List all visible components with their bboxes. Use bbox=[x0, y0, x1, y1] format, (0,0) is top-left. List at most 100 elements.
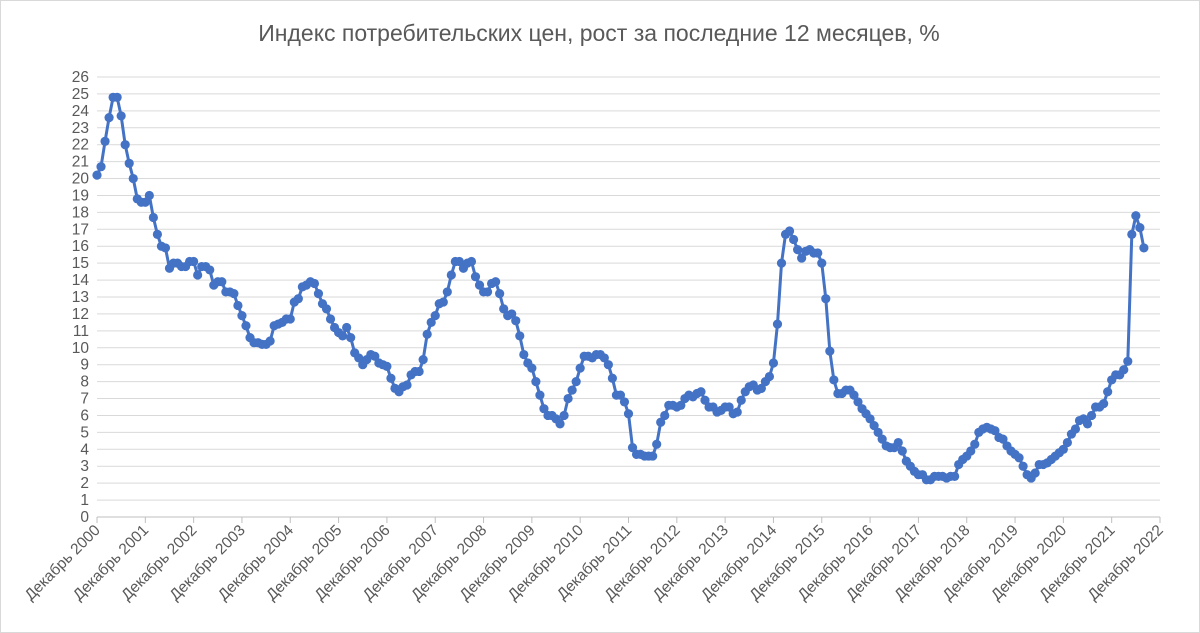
data-point bbox=[237, 311, 247, 321]
data-point bbox=[599, 353, 609, 363]
data-point bbox=[966, 446, 976, 456]
y-tick-label: 8 bbox=[80, 374, 89, 391]
data-point bbox=[1139, 243, 1149, 253]
data-point bbox=[821, 294, 831, 304]
data-point bbox=[793, 245, 803, 255]
y-tick-label: 12 bbox=[72, 306, 89, 323]
data-point bbox=[1058, 444, 1068, 454]
data-point bbox=[527, 363, 537, 373]
data-point bbox=[732, 407, 742, 417]
data-point bbox=[354, 353, 364, 363]
data-point bbox=[342, 322, 352, 333]
data-point bbox=[893, 437, 903, 448]
y-tick-label: 4 bbox=[80, 441, 89, 458]
data-point bbox=[454, 256, 464, 267]
data-point bbox=[768, 358, 779, 368]
data-point bbox=[877, 434, 887, 444]
data-point bbox=[656, 417, 666, 427]
y-tick-label: 14 bbox=[72, 272, 90, 289]
data-point bbox=[1103, 387, 1113, 397]
data-point bbox=[1119, 365, 1129, 375]
y-tick-label: 17 bbox=[72, 221, 89, 238]
data-point bbox=[1014, 453, 1024, 463]
data-point bbox=[772, 319, 783, 329]
data-point bbox=[1099, 399, 1109, 409]
data-point bbox=[660, 410, 670, 421]
data-point bbox=[873, 427, 883, 437]
data-point bbox=[535, 390, 545, 400]
y-tick-label: 24 bbox=[72, 103, 90, 120]
data-point bbox=[1135, 223, 1145, 233]
data-point bbox=[402, 380, 412, 390]
y-tick-label: 13 bbox=[72, 289, 89, 306]
data-point bbox=[1030, 468, 1040, 478]
data-point bbox=[309, 278, 320, 289]
data-point bbox=[507, 309, 517, 319]
data-point bbox=[229, 289, 239, 299]
data-point bbox=[555, 419, 565, 429]
data-point bbox=[519, 349, 529, 360]
data-point bbox=[607, 373, 617, 383]
chart-title: Индекс потребительских цен, рост за посл… bbox=[258, 20, 940, 46]
data-point bbox=[285, 314, 295, 324]
data-point bbox=[1123, 356, 1133, 366]
data-point bbox=[849, 390, 859, 400]
data-point bbox=[495, 289, 505, 299]
y-tick-label: 2 bbox=[80, 475, 89, 492]
y-tick-label: 18 bbox=[72, 204, 89, 221]
data-point bbox=[559, 410, 569, 421]
y-tick-label: 0 bbox=[80, 509, 89, 526]
data-point bbox=[619, 397, 630, 407]
data-point bbox=[152, 229, 162, 239]
data-point bbox=[466, 256, 477, 267]
data-point bbox=[470, 272, 481, 282]
y-tick-label: 19 bbox=[72, 187, 89, 204]
data-point bbox=[382, 361, 392, 371]
data-point bbox=[1018, 461, 1028, 471]
y-tick-label: 1 bbox=[80, 492, 89, 509]
data-point bbox=[563, 393, 573, 404]
data-point bbox=[128, 173, 138, 184]
data-point bbox=[370, 351, 380, 361]
data-point bbox=[321, 304, 332, 314]
data-point bbox=[422, 329, 432, 339]
series-line bbox=[95, 95, 1146, 482]
data-point bbox=[1070, 424, 1081, 434]
data-point bbox=[724, 402, 734, 412]
data-point bbox=[1131, 211, 1141, 221]
data-point bbox=[482, 287, 493, 297]
data-point bbox=[96, 162, 106, 172]
data-point bbox=[531, 377, 541, 387]
data-point bbox=[696, 387, 706, 397]
data-point bbox=[265, 336, 275, 346]
data-point bbox=[865, 414, 875, 424]
data-point bbox=[736, 395, 746, 405]
data-point bbox=[813, 248, 823, 258]
y-tick-label: 20 bbox=[72, 171, 90, 188]
data-point bbox=[144, 190, 154, 201]
data-point bbox=[1127, 229, 1137, 239]
data-point bbox=[160, 243, 171, 253]
y-axis-ticks: 0123456789101112131415161718192021222324… bbox=[72, 69, 90, 526]
data-point bbox=[386, 373, 396, 383]
data-point bbox=[567, 385, 577, 395]
data-point bbox=[474, 280, 485, 290]
data-point bbox=[700, 395, 710, 405]
data-point bbox=[515, 331, 525, 341]
data-point bbox=[193, 270, 203, 280]
data-point bbox=[990, 426, 1000, 436]
data-point bbox=[112, 92, 122, 102]
data-point bbox=[418, 355, 428, 365]
data-point bbox=[189, 256, 199, 267]
data-point bbox=[652, 439, 662, 449]
data-point bbox=[784, 226, 795, 236]
y-tick-label: 23 bbox=[72, 120, 89, 137]
data-point bbox=[817, 258, 827, 268]
y-tick-label: 11 bbox=[73, 323, 89, 340]
data-point bbox=[438, 297, 448, 307]
y-tick-label: 5 bbox=[80, 424, 89, 441]
data-point bbox=[756, 383, 766, 393]
